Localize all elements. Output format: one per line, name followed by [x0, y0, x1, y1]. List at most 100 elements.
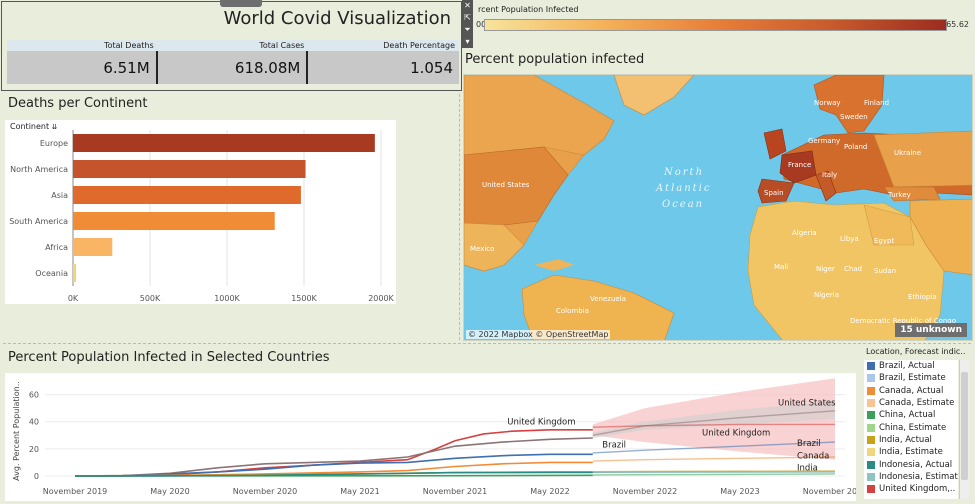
legend-item-label: Brazil, Actual	[879, 361, 935, 372]
sort-icon[interactable]: ⇊	[51, 123, 58, 131]
line-xtick-label: November 2019	[43, 487, 108, 496]
legend-min: 00	[476, 20, 487, 29]
legend-item[interactable]: Indonesia, Estimate	[864, 471, 958, 483]
legend-item[interactable]: China, Actual	[864, 409, 958, 421]
line-xtick-label: May 2022	[530, 487, 569, 496]
series-actual-united-kingdom[interactable]	[75, 429, 593, 477]
deaths-per-continent-chart[interactable]: Continent ⇊ 0K 500K 1000K 1500K 2000K Europe N…	[5, 120, 396, 304]
map-label-spain: Spain	[764, 189, 784, 197]
legend-swatch	[867, 435, 875, 444]
legend-item[interactable]: China, Estimate	[864, 421, 958, 433]
series-actual-indonesia[interactable]	[74, 471, 593, 477]
map-label-mali: Mali	[774, 263, 788, 271]
kpi-value: 6.51M	[7, 51, 158, 84]
bar-africa[interactable]	[73, 238, 113, 256]
legend-item[interactable]: India, Estimate	[864, 446, 958, 458]
series-estimate-china[interactable]	[592, 473, 836, 476]
popout-icon[interactable]: ⇱	[464, 13, 471, 22]
line-ytick-label: 60	[29, 391, 39, 400]
legend-scrollbar[interactable]	[959, 360, 969, 499]
map-south-america	[521, 274, 675, 340]
unknown-indicator[interactable]: 15 unknown	[895, 323, 967, 337]
legend-item-label: China, Actual	[879, 410, 936, 421]
choropleth-map[interactable]: United States Mexico Venezuela Colombia …	[463, 74, 973, 341]
legend-title: rcent Population Infected	[478, 5, 579, 14]
map-canada	[464, 75, 615, 156]
legend-item-label: Indonesia, Estimate	[879, 471, 958, 482]
series-estimate-brazil[interactable]	[592, 441, 836, 454]
map-attribution[interactable]: © 2022 Mapbox © OpenStreetMap	[466, 330, 611, 339]
map-label-norway: Norway	[814, 99, 841, 107]
infection-line-chart[interactable]: Avg. Percent Population.. 0 20 40 60 November…	[5, 373, 867, 501]
series-annotation: India	[797, 464, 818, 474]
series-annotation: Canada	[797, 451, 829, 461]
kpi-total-deaths: Total Deaths 6.51M	[7, 40, 158, 86]
series-annotation: United States	[778, 398, 836, 408]
line-ytick-label: 40	[29, 418, 39, 427]
legend-gradient[interactable]	[484, 19, 947, 31]
bar-xtick-label: 1000K	[214, 294, 240, 303]
bar-europe[interactable]	[73, 134, 375, 152]
filter-icon[interactable]: ⏷	[464, 25, 471, 34]
drag-handle[interactable]	[220, 0, 262, 7]
line-chart-canvas: Avg. Percent Population.. 0 20 40 60 November…	[12, 378, 867, 496]
dropdown-icon[interactable]: ▾	[465, 37, 470, 46]
map-label-ethiopia: Ethiopia	[908, 293, 937, 301]
scrollbar-thumb[interactable]	[961, 372, 968, 480]
legend-item[interactable]: Canada, Actual	[864, 385, 958, 397]
legend-header[interactable]: Location, Forecast indic..	[866, 347, 966, 356]
map-france	[779, 150, 817, 184]
map-label-sudan: Sudan	[874, 267, 896, 275]
series-estimate-united-states[interactable]	[592, 410, 836, 436]
legend-item[interactable]: United Kingdom,..	[864, 483, 958, 495]
series-estimate-united-kingdom[interactable]	[592, 423, 835, 428]
bar-south-america[interactable]	[73, 212, 275, 230]
kpi-total-cases: Total Cases 618.08M	[157, 40, 309, 86]
map-italy	[815, 170, 837, 202]
map-label-italy: Italy	[822, 171, 837, 179]
ocean-label: Atlantic	[655, 183, 711, 194]
legend-item-label: United Kingdom,..	[879, 484, 956, 495]
line-ylabel: Avg. Percent Population..	[12, 381, 21, 481]
legend-item[interactable]: Brazil, Actual	[864, 360, 958, 372]
line-xtick-label: May 2021	[340, 487, 379, 496]
bar-north-america[interactable]	[73, 160, 306, 178]
legend-swatch	[867, 472, 875, 481]
legend-item[interactable]: Canada, Estimate	[864, 397, 958, 409]
map-uk	[763, 128, 787, 160]
map-label-germany: Germany	[808, 137, 840, 145]
kpi-value: 1.054	[308, 51, 460, 84]
legend-item[interactable]: Brazil, Estimate	[864, 372, 958, 384]
series-estimate-india[interactable]	[592, 470, 836, 473]
legend-item-label: Canada, Actual	[879, 385, 944, 396]
continent-column-header[interactable]: Continent ⇊	[10, 122, 58, 131]
map-canvas[interactable]: United States Mexico Venezuela Colombia …	[464, 75, 973, 341]
legend-swatch	[867, 485, 875, 494]
map-label-libya: Libya	[840, 235, 859, 243]
bar-category-label: Africa	[45, 243, 68, 252]
series-annotation: Brazil	[797, 439, 821, 449]
series-actual-brazil[interactable]	[74, 453, 593, 477]
legend-swatch	[867, 448, 875, 457]
map-label-egypt: Egypt	[874, 237, 894, 245]
map-eastern-europe	[873, 130, 972, 188]
series-estimate-canada[interactable]	[592, 456, 836, 462]
kpi-death-percentage: Death Percentage 1.054	[308, 40, 460, 86]
series-actual-united-states[interactable]	[74, 437, 593, 477]
legend-item[interactable]: India, Actual	[864, 434, 958, 446]
legend-item[interactable]: Indonesia, Actual	[864, 458, 958, 470]
map-title: Percent population infected	[465, 52, 645, 67]
bar-asia[interactable]	[73, 186, 301, 204]
legend-item-label: China, Estimate	[879, 422, 947, 433]
bar-chart-canvas: 0K 500K 1000K 1500K 2000K Europe North America…	[9, 130, 395, 303]
bar-oceania[interactable]	[73, 264, 77, 282]
bar-category-label: South America	[9, 217, 68, 226]
map-turkey	[883, 186, 941, 202]
map-label-usa: United States	[482, 181, 530, 189]
legend-swatch	[867, 460, 875, 469]
map-label-colombia: Colombia	[556, 307, 589, 315]
close-icon[interactable]: ✕	[464, 1, 471, 10]
line-xtick-label: May 2023	[720, 487, 759, 496]
kpi-label: Total Cases	[157, 40, 309, 51]
line-chart-title: Percent Population Infected in Selected …	[8, 350, 330, 365]
